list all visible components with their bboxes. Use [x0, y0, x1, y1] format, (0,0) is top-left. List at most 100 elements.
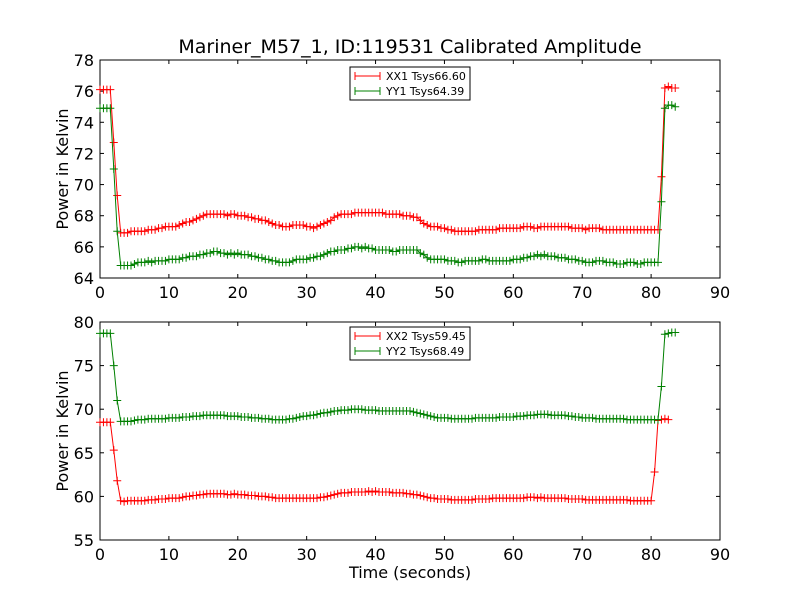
top-data-point [450, 256, 459, 265]
top-data-point [330, 247, 339, 256]
top-data-point [347, 244, 356, 253]
top-ytick-label: 76 [74, 82, 94, 101]
top-data-point [220, 210, 228, 219]
bottom-data-point [371, 406, 380, 415]
top-data-point [171, 222, 180, 231]
bottom-data-point [426, 412, 435, 421]
top-legend-marker [354, 87, 381, 95]
chart-title: Mariner_M57_1, ID:119531 Calibrated Ampl… [178, 36, 641, 58]
top-data-point [182, 253, 191, 262]
top-data-point [330, 213, 339, 222]
top-data-point [230, 210, 239, 219]
top-data-point [323, 217, 332, 226]
bottom-data-point [192, 491, 201, 500]
top-data-point [309, 224, 318, 233]
top-data-point [285, 258, 294, 267]
bottom-data-point [220, 489, 228, 498]
top-data-point [192, 252, 201, 261]
top-data-point [457, 258, 466, 267]
panel-bottom: 0 10 20 30 40 50 60 70 80 90 55 60 65 70 75 80 Power in … [53, 313, 730, 582]
top-data-point [140, 258, 149, 267]
bottom-data-point [416, 491, 425, 500]
bottom-data-point [323, 492, 332, 501]
top-xtick-label: 30 [296, 283, 316, 302]
top-data-point [323, 249, 332, 258]
bottom-data-point [226, 490, 235, 499]
bottom-data-point [368, 488, 377, 497]
bottom-data-point [423, 493, 432, 502]
bottom-data-point [251, 491, 259, 500]
top-data-point [671, 84, 680, 93]
top-data-point [340, 245, 349, 254]
top-ytick-label: 74 [74, 113, 94, 132]
bottom-data-point [264, 414, 273, 423]
top-data-point [333, 211, 342, 220]
top-data-point [657, 172, 666, 181]
bottom-data-point [671, 328, 680, 337]
top-data-point [309, 253, 318, 262]
top-data-point [657, 197, 666, 206]
top-data-point [123, 228, 132, 237]
bottom-xtick-label: 0 [95, 545, 105, 564]
top-data-point [378, 208, 387, 217]
bottom-data-point [233, 412, 242, 421]
bottom-data-point [654, 415, 662, 424]
bottom-legend-marker [354, 347, 381, 355]
bottom-data-point [316, 409, 325, 418]
bottom-data-point [319, 493, 328, 502]
bottom-data-point [468, 495, 476, 504]
top-data-point [199, 211, 208, 220]
bottom-data-point [364, 487, 373, 496]
top-data-point [423, 221, 432, 230]
top-data-point [178, 219, 187, 228]
bottom-data-point [185, 413, 194, 422]
top-xtick-label: 60 [503, 283, 523, 302]
bottom-ytick-label: 60 [74, 487, 94, 506]
bottom-data-point [230, 489, 239, 498]
top-data-point [313, 222, 321, 231]
bottom-data-point [175, 494, 184, 503]
bottom-ylabel: Power in Kelvin [53, 370, 72, 491]
top-data-point [106, 104, 115, 113]
bottom-data-point [430, 413, 439, 422]
top-data-point [223, 211, 232, 220]
top-data-point [619, 259, 628, 268]
bottom-data-point [485, 495, 494, 504]
top-data-point [368, 244, 377, 253]
bottom-data-point [326, 491, 335, 500]
bottom-ytick-label: 55 [74, 531, 94, 550]
bottom-series-markers-2 [96, 328, 680, 426]
top-data-point [175, 255, 184, 264]
bottom-data-point [423, 411, 432, 420]
bottom-series-markers-1 [96, 415, 673, 506]
top-data-point [261, 216, 270, 225]
bottom-data-point [361, 488, 370, 497]
top-data-point [361, 242, 370, 251]
bottom-xtick-label: 10 [159, 545, 179, 564]
bottom-legend: XX2 Tsys59.45 YY2 Tsys68.49 [349, 326, 471, 361]
top-data-point [516, 255, 525, 264]
top-data-point [578, 256, 587, 265]
bottom-data-point [530, 411, 538, 420]
bottom-data-point [588, 413, 597, 422]
bottom-data-point [519, 494, 528, 503]
bottom-data-point [333, 406, 342, 415]
bottom-data-point [220, 411, 228, 420]
top-ytick-label: 72 [74, 144, 94, 163]
bottom-data-point [268, 493, 277, 502]
top-data-point [667, 101, 676, 110]
top-data-point [240, 211, 249, 220]
top-data-point [492, 225, 501, 234]
top-ytick-label: 66 [74, 238, 94, 257]
bottom-xtick-label: 40 [365, 545, 385, 564]
top-legend-label: XX1 Tsys66.60 [386, 70, 466, 83]
top-data-point [440, 224, 449, 233]
bottom-xtick-label: 80 [641, 545, 661, 564]
top-data-point [588, 258, 597, 267]
top-data-point [230, 250, 239, 259]
bottom-data-point [323, 408, 332, 417]
top-data-point [130, 259, 139, 268]
bottom-data-point [509, 413, 518, 422]
bottom-data-point [292, 413, 301, 422]
top-data-point [206, 249, 215, 258]
